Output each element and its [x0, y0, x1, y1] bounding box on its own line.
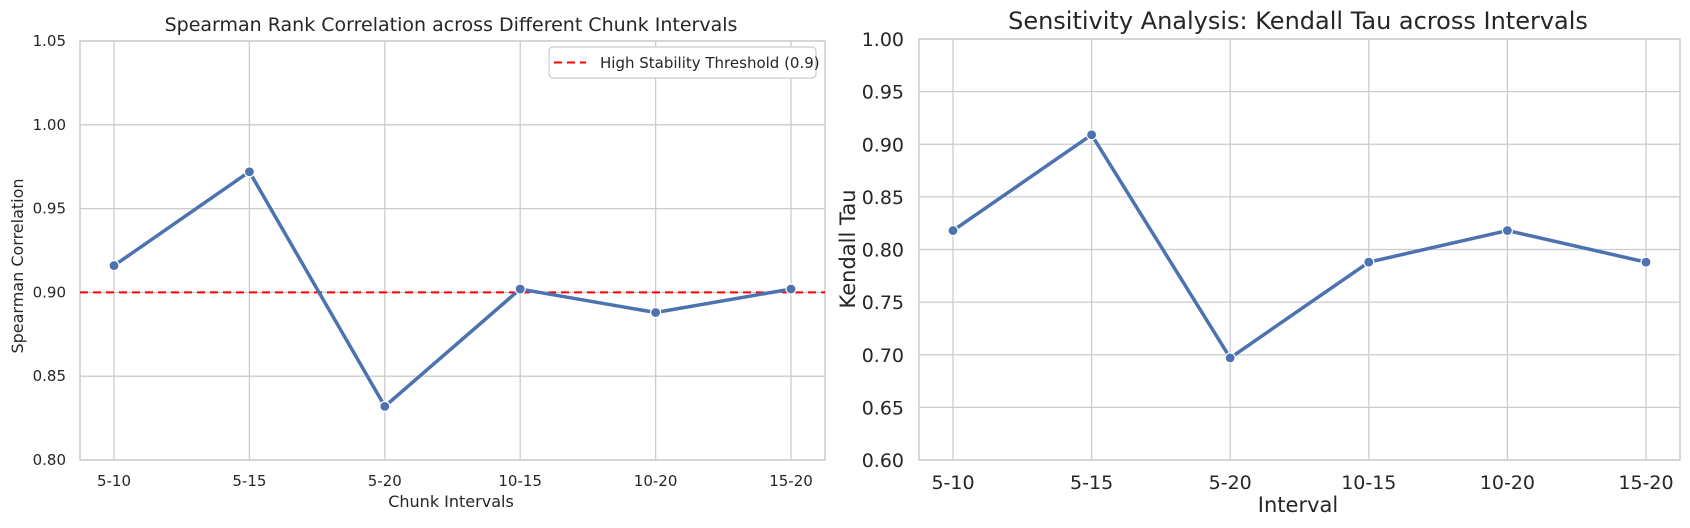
y-tick-label: 0.80: [862, 240, 904, 262]
spearman-chart: Spearman Rank Correlation across Differe…: [8, 14, 826, 511]
x-tick-label: 5-10: [931, 472, 974, 494]
x-axis-label: Interval: [1258, 493, 1338, 517]
series-line: [113, 169, 792, 409]
y-tick-label: 0.85: [862, 187, 904, 209]
y-tick-label: 0.85: [33, 367, 66, 385]
legend-box: [548, 46, 817, 79]
data-point: [1085, 129, 1098, 141]
data-point: [243, 166, 255, 178]
data-point: [649, 306, 662, 319]
chart-title: Spearman Rank Correlation across Differe…: [165, 14, 738, 36]
y-tick-label: 0.90: [33, 283, 66, 301]
legend-label: High Stability Threshold (0.9): [600, 54, 820, 72]
plot-frame: [79, 40, 826, 461]
x-tick-label: 10-20: [1480, 472, 1535, 494]
x-tick-label: 15-20: [1618, 472, 1673, 494]
x-tick-label: 5-20: [368, 472, 402, 490]
chart-title: Sensitivity Analysis: Kendall Tau across…: [1008, 7, 1588, 35]
plot-frame: [918, 38, 1681, 461]
data-point: [1363, 256, 1375, 268]
x-tick-label: 5-15: [232, 472, 266, 490]
x-tick-label: 5-15: [1070, 472, 1113, 494]
y-axis-label: Kendall Tau: [836, 189, 860, 308]
data-point: [1640, 256, 1652, 268]
x-tick-label: 15-20: [769, 472, 813, 490]
y-tick-label: 0.70: [862, 345, 904, 367]
x-axis-label: Chunk Intervals: [388, 492, 514, 511]
x-tick-label: 5-20: [1209, 472, 1252, 494]
data-point: [1501, 224, 1514, 237]
y-tick-label: 0.95: [33, 200, 66, 218]
x-tick-label: 10-15: [1341, 472, 1396, 494]
x-tick-label: 10-20: [634, 472, 678, 490]
y-tick-label: 0.80: [33, 451, 66, 469]
data-point: [947, 224, 959, 237]
x-tick-label: 5-10: [97, 472, 131, 490]
y-tick-label: 0.75: [862, 292, 904, 314]
y-tick-label: 1.00: [862, 29, 904, 51]
x-tick-label: 10-15: [498, 472, 542, 490]
y-tick-label: 0.65: [862, 397, 904, 419]
kendall-chart: Sensitivity Analysis: Kendall Tau across…: [836, 7, 1681, 517]
series-line: [952, 133, 1647, 360]
data-point: [514, 283, 526, 295]
y-tick-label: 1.00: [33, 116, 66, 134]
y-tick-label: 0.95: [862, 82, 904, 104]
y-axis-label: Spearman Correlation: [8, 178, 27, 353]
y-tick-label: 1.05: [33, 32, 66, 50]
data-point: [108, 259, 120, 272]
y-tick-label: 0.60: [862, 450, 904, 472]
y-tick-label: 0.90: [862, 134, 904, 156]
data-point: [379, 400, 391, 412]
data-point: [1224, 352, 1236, 364]
data-point: [785, 283, 797, 295]
